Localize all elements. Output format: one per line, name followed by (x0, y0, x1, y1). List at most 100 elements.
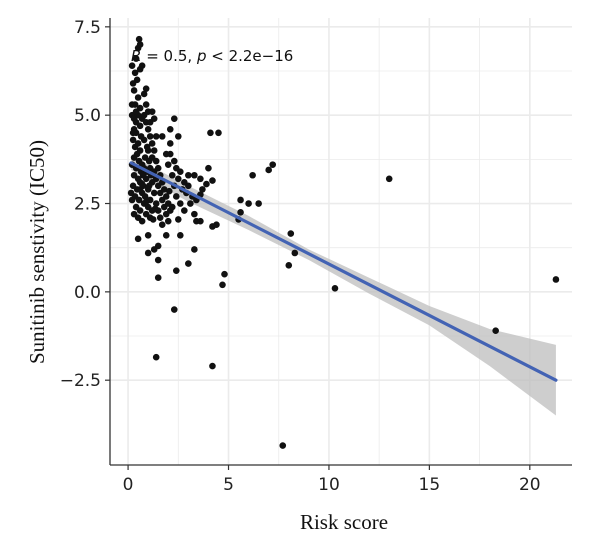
data-point (129, 129, 137, 137)
data-point (185, 182, 192, 190)
y-axis-title: Sunitinib senstivity (IC50) (25, 140, 49, 364)
data-point (209, 177, 216, 184)
data-point (142, 198, 150, 206)
data-point (215, 129, 222, 137)
data-point (331, 285, 339, 292)
x-tick-labels: 0 5 10 15 20 (123, 475, 541, 495)
data-point (154, 274, 162, 282)
data-point (150, 189, 158, 197)
data-point (166, 140, 174, 147)
p-symbol: p (196, 47, 207, 65)
x-axis-title: Risk score (300, 510, 388, 534)
data-point (170, 306, 178, 313)
data-point (152, 133, 160, 140)
data-point (199, 186, 206, 193)
data-point (136, 147, 144, 154)
data-point (152, 200, 160, 207)
data-point (144, 126, 152, 133)
data-point (138, 217, 146, 225)
data-point (128, 196, 136, 204)
data-point (287, 230, 295, 237)
data-point (128, 62, 136, 70)
data-point (145, 157, 153, 165)
data-point (285, 262, 293, 269)
data-point (158, 221, 166, 229)
data-point (141, 193, 149, 200)
data-point (132, 55, 140, 62)
data-point (151, 205, 159, 213)
regression-line (129, 161, 558, 382)
data-points (127, 35, 560, 449)
data-point (162, 232, 170, 239)
data-point (172, 267, 180, 274)
data-point (203, 180, 210, 188)
data-point (249, 171, 256, 179)
data-point (221, 270, 228, 278)
y-tick-label: −2.5 (60, 371, 101, 391)
data-point (136, 122, 144, 130)
y-tick-label: 7.5 (74, 18, 101, 38)
data-point (191, 171, 198, 179)
data-point (177, 232, 184, 239)
data-point (170, 157, 178, 165)
data-point (130, 87, 138, 94)
data-point (146, 133, 154, 140)
data-point (136, 207, 144, 214)
data-point (150, 246, 158, 253)
data-point (131, 69, 139, 77)
data-point (237, 196, 244, 204)
data-point (144, 232, 152, 239)
data-point (164, 161, 172, 168)
data-point (207, 129, 214, 137)
data-point (135, 196, 143, 204)
correlation-annotation: R = 0.5, p < 2.2e−16 (131, 47, 293, 65)
data-point (143, 143, 151, 151)
data-point (291, 249, 299, 257)
data-point (269, 161, 277, 168)
data-point (129, 136, 137, 144)
data-point (166, 126, 174, 133)
y-tick-label: 0.0 (74, 283, 101, 303)
data-point (150, 147, 158, 154)
data-point (152, 157, 160, 165)
data-point (148, 108, 156, 115)
x-tick-label: 15 (419, 475, 441, 495)
x-tick-label: 10 (318, 475, 340, 495)
data-point (552, 276, 560, 283)
data-point (172, 193, 180, 200)
data-point (162, 150, 170, 158)
data-point (128, 101, 136, 108)
data-point (181, 207, 188, 214)
data-point (170, 115, 178, 123)
axes (105, 18, 572, 470)
data-point (130, 210, 138, 218)
data-point (132, 108, 140, 115)
data-point (279, 442, 287, 449)
data-point (177, 168, 184, 176)
data-point (149, 216, 157, 223)
data-point (191, 246, 198, 253)
data-point (209, 362, 216, 370)
data-point (145, 182, 153, 190)
data-point (156, 214, 164, 221)
data-point (213, 221, 220, 229)
data-point (162, 193, 170, 200)
data-point (245, 200, 252, 207)
data-point (197, 217, 204, 225)
data-point (154, 256, 162, 264)
grid-lines (110, 18, 572, 465)
data-point (174, 216, 182, 223)
data-point (140, 90, 148, 98)
data-point (142, 101, 150, 108)
data-point (219, 281, 226, 289)
data-point (265, 166, 272, 174)
data-point (205, 164, 212, 172)
data-point (174, 175, 182, 183)
data-point (127, 189, 135, 197)
y-tick-labels: 7.5 5.0 2.5 0.0 −2.5 (60, 18, 101, 391)
data-point (165, 187, 173, 195)
data-point (154, 164, 162, 172)
data-point (134, 235, 142, 243)
data-point (146, 118, 154, 126)
fit-line-group (129, 161, 558, 382)
